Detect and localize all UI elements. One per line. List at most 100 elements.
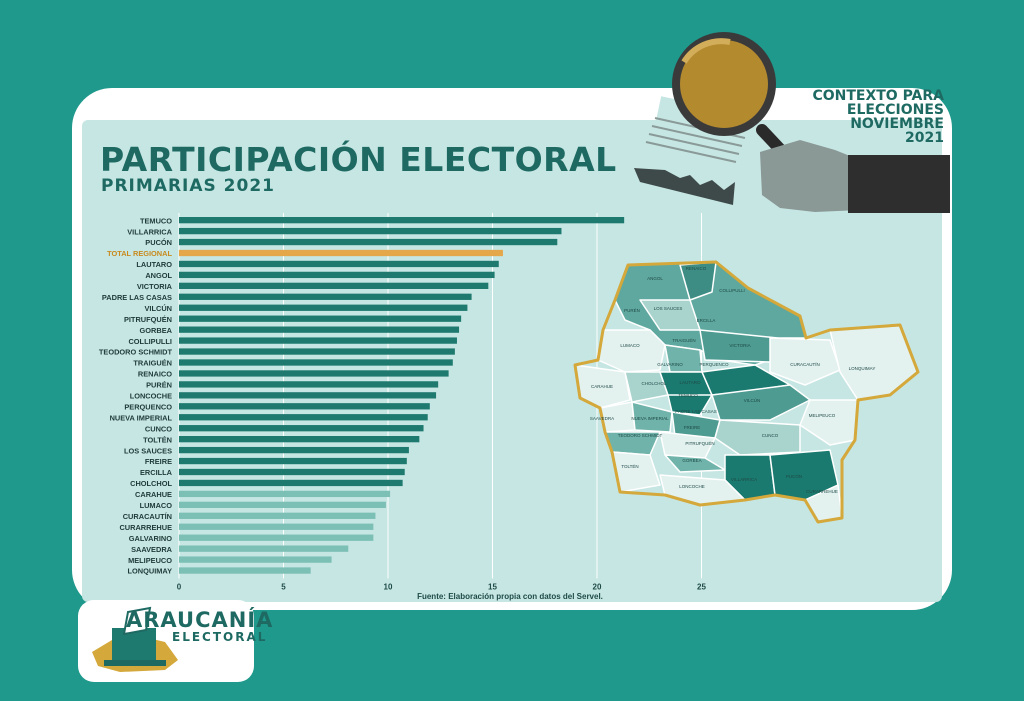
logo-subtitle: ELECTORAL bbox=[172, 630, 268, 644]
chart-category-labels: TEMUCO VILLARRICA PUCÓN TOTAL REGIONAL LAUTA… bbox=[99, 216, 173, 575]
map-label: CUNCO bbox=[762, 433, 779, 438]
bar-villarrica bbox=[179, 227, 562, 235]
map-label: LAUTARO bbox=[680, 380, 701, 385]
map-label: PURÉN bbox=[624, 307, 640, 313]
chart-zigzag-icon bbox=[634, 168, 735, 205]
category-label: RENAICO bbox=[138, 370, 172, 379]
badge-line-4: 2021 bbox=[905, 130, 944, 146]
category-label: CURARREHUE bbox=[119, 523, 172, 532]
map-label: VILCÚN bbox=[744, 397, 761, 403]
category-label: PURÉN bbox=[146, 381, 172, 390]
bar-ercilla bbox=[179, 468, 405, 476]
map-label: NUEVA IMPERIAL bbox=[631, 416, 669, 421]
category-label: PITRUFQUÉN bbox=[124, 315, 172, 324]
chart-tick-labels: 0 5 10 15 20 25 bbox=[177, 582, 707, 591]
bar-cunco bbox=[179, 425, 424, 432]
category-label: FREIRE bbox=[145, 457, 172, 466]
ballot-box-icon bbox=[112, 628, 156, 662]
map-label: LOS SAUCES bbox=[654, 306, 683, 311]
map-label: TRAIGUÉN bbox=[672, 337, 695, 343]
category-label: CARAHUE bbox=[135, 490, 172, 499]
category-label: VILCÚN bbox=[144, 304, 172, 313]
page-subtitle: PRIMARIAS 2021 bbox=[101, 176, 275, 196]
category-label: CUNCO bbox=[145, 424, 172, 433]
bar-los-sauces bbox=[179, 446, 409, 454]
map-label: SAAVEDRA bbox=[590, 416, 614, 421]
category-label: CURACAUTÍN bbox=[123, 512, 172, 521]
bar-puc-n bbox=[179, 238, 558, 246]
category-label: TRAIGUÉN bbox=[133, 359, 172, 368]
bar-lonquimay bbox=[179, 567, 311, 574]
bar-angol bbox=[179, 271, 495, 279]
category-label: CHOLCHOL bbox=[130, 479, 172, 488]
bar-padre-las-casas bbox=[179, 293, 472, 300]
category-label: LUMACO bbox=[140, 501, 173, 510]
map-label: MELIPEUCO bbox=[809, 413, 836, 418]
category-label: COLLIPULLI bbox=[128, 337, 172, 346]
category-label: VICTORIA bbox=[137, 282, 173, 291]
map-label: CARAHUE bbox=[591, 384, 613, 389]
x-tick-label: 10 bbox=[384, 582, 393, 591]
map-region-curacautin bbox=[769, 337, 841, 386]
category-label: LONQUIMAY bbox=[128, 567, 173, 576]
x-tick-label: 5 bbox=[281, 582, 286, 591]
map-label: ANGOL bbox=[647, 276, 663, 281]
x-tick-label: 25 bbox=[697, 582, 706, 591]
bar-freire bbox=[179, 457, 407, 465]
category-label: LONCOCHE bbox=[130, 392, 172, 401]
category-label: TEODORO SCHMIDT bbox=[99, 348, 173, 357]
logo-title: ARAUCANÍA bbox=[126, 608, 274, 632]
category-label: NUEVA IMPERIAL bbox=[110, 413, 173, 422]
category-label: PERQUENCO bbox=[124, 402, 172, 411]
bar-saavedra bbox=[179, 545, 349, 552]
map-label: LUMACO bbox=[620, 343, 640, 348]
map-label: CURARREHUE bbox=[806, 489, 838, 494]
bar-total-regional bbox=[179, 249, 503, 257]
bar-vilc-n bbox=[179, 304, 468, 311]
context-badge: CONTEXTO PARA ELECCIONES NOVIEMBRE 2021 bbox=[784, 89, 944, 145]
bar-renaico bbox=[179, 370, 449, 377]
bar-victoria bbox=[179, 282, 489, 289]
category-label: PADRE LAS CASAS bbox=[102, 293, 172, 302]
badge-line-2: ELECCIONES bbox=[846, 102, 944, 118]
map-label: VILLARRICA bbox=[731, 477, 757, 482]
bar-gorbea bbox=[179, 326, 460, 333]
map-label: PITRUFQUÉN bbox=[685, 440, 714, 446]
map-label: TOLTÉN bbox=[621, 463, 638, 469]
map-region-cunco bbox=[714, 419, 801, 456]
map-label: CHOLCHOL bbox=[641, 381, 667, 386]
bar-lumaco bbox=[179, 501, 386, 508]
bar-nueva-imperial bbox=[179, 414, 428, 421]
map-labels: ANGOL RENAICO PURÉN LOS SAUCES COLLIPULLI ERC… bbox=[590, 266, 875, 494]
chart-source-note: Fuente: Elaboración propia con datos del… bbox=[417, 592, 603, 601]
badge-line-1: CONTEXTO PARA bbox=[812, 88, 944, 104]
category-label: LOS SAUCES bbox=[124, 446, 172, 455]
bar-temuco bbox=[179, 217, 625, 224]
map-region-temuco bbox=[667, 394, 713, 416]
bar-pur-n bbox=[179, 381, 439, 388]
bar-teodoro-schmidt bbox=[179, 348, 455, 355]
category-label: VILLARRICA bbox=[127, 227, 172, 236]
bar-traigu-n bbox=[179, 359, 453, 366]
x-tick-label: 0 bbox=[177, 582, 182, 591]
category-label: TOLTÉN bbox=[143, 435, 172, 444]
map-region-melipeuco bbox=[799, 399, 859, 446]
bar-carahue bbox=[179, 490, 391, 498]
category-label: TOTAL REGIONAL bbox=[107, 249, 172, 258]
category-label: GALVARINO bbox=[129, 534, 172, 543]
chart-bars bbox=[179, 217, 625, 574]
map-label: TEMUCO bbox=[678, 393, 698, 398]
map-label: ERCILLA bbox=[697, 318, 716, 323]
map-label: PADRE LAS CASAS bbox=[675, 409, 716, 414]
map-label: GORBEA bbox=[682, 458, 701, 463]
map-label: CURACAUTÍN bbox=[790, 361, 820, 367]
map-label: GALVARINO bbox=[657, 362, 683, 367]
map-label: LONQUIMAY bbox=[849, 366, 876, 371]
bar-collipulli bbox=[179, 337, 457, 344]
hand-icon bbox=[760, 140, 950, 213]
bar-galvarino bbox=[179, 534, 374, 541]
